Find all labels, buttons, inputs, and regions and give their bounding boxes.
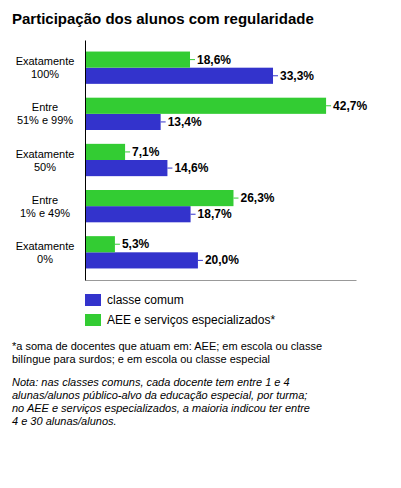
leader-line (273, 75, 278, 76)
bars (85, 52, 326, 269)
y-tick-label: Exatamente50% (16, 148, 75, 173)
bar (85, 206, 191, 222)
x-axis (86, 280, 357, 281)
x-axis-line (86, 280, 357, 281)
data-label: 20,0% (205, 253, 239, 267)
y-tick: Exatamente0% (16, 240, 85, 265)
bar (85, 52, 190, 68)
y-tick: Entre51% e 99% (17, 101, 85, 126)
legend-label: AEE e serviços especializados* (107, 313, 275, 327)
footnote: *a soma de docentes que atuam em: AEE; e… (12, 340, 322, 365)
leader-line (191, 214, 196, 215)
data-label: 42,7% (333, 99, 367, 113)
legend-item: AEE e serviços especializados* (85, 313, 275, 327)
bar (85, 68, 273, 84)
leader-line (198, 260, 203, 261)
bar (85, 160, 167, 176)
bar (85, 236, 115, 252)
bar (85, 144, 125, 160)
data-label: 5,3% (122, 237, 150, 251)
bar (85, 252, 198, 268)
data-label: 18,7% (198, 207, 232, 221)
legend-item: classe comum (85, 293, 184, 307)
y-tick: Entre1% e 49% (20, 194, 85, 219)
leader-line (190, 59, 195, 60)
legend-swatch (85, 314, 101, 326)
data-label: 26,3% (240, 191, 274, 205)
legend: classe comum AEE e serviços especializado… (85, 293, 275, 327)
y-axis-line (85, 41, 86, 281)
y-tick: Exatamente50% (16, 148, 85, 173)
y-tick-label: Entre1% e 49% (20, 194, 70, 219)
footnote: Nota: nas classes comuns, cada docente t… (12, 376, 310, 427)
leader-line (125, 151, 130, 152)
y-tick-label: Exatamente100% (16, 55, 75, 80)
data-label: 33,3% (280, 69, 314, 83)
y-tick-label: Exatamente0% (16, 240, 75, 265)
plot: Exatamente100% Entre51% e 99% Exatamente50… (16, 41, 368, 281)
y-tick: Exatamente100% (16, 55, 85, 80)
chart: Participação dos alunos com regularidade… (0, 0, 401, 488)
leader-line (115, 244, 120, 245)
bar (85, 98, 326, 114)
y-tick-label: Entre51% e 99% (17, 101, 73, 126)
leader-line (233, 198, 238, 199)
data-label: 18,6% (197, 53, 231, 67)
data-label: 13,4% (168, 115, 202, 129)
y-axis: Exatamente100% Entre51% e 99% Exatamente50… (16, 41, 86, 281)
bar (85, 114, 161, 130)
legend-swatch (85, 294, 101, 306)
data-label: 14,6% (174, 161, 208, 175)
leader-line (161, 121, 166, 122)
leader-line (167, 168, 172, 169)
legend-label: classe comum (107, 293, 184, 307)
title: Participação dos alunos com regularidade (12, 10, 314, 27)
bar (85, 190, 233, 206)
leader-line (326, 105, 331, 106)
data-labels: 33,3% 13,4% 14,6% 18,7% 20,0% 18,6% 42,7% 7,1% 2… (115, 53, 368, 268)
data-label: 7,1% (132, 145, 160, 159)
